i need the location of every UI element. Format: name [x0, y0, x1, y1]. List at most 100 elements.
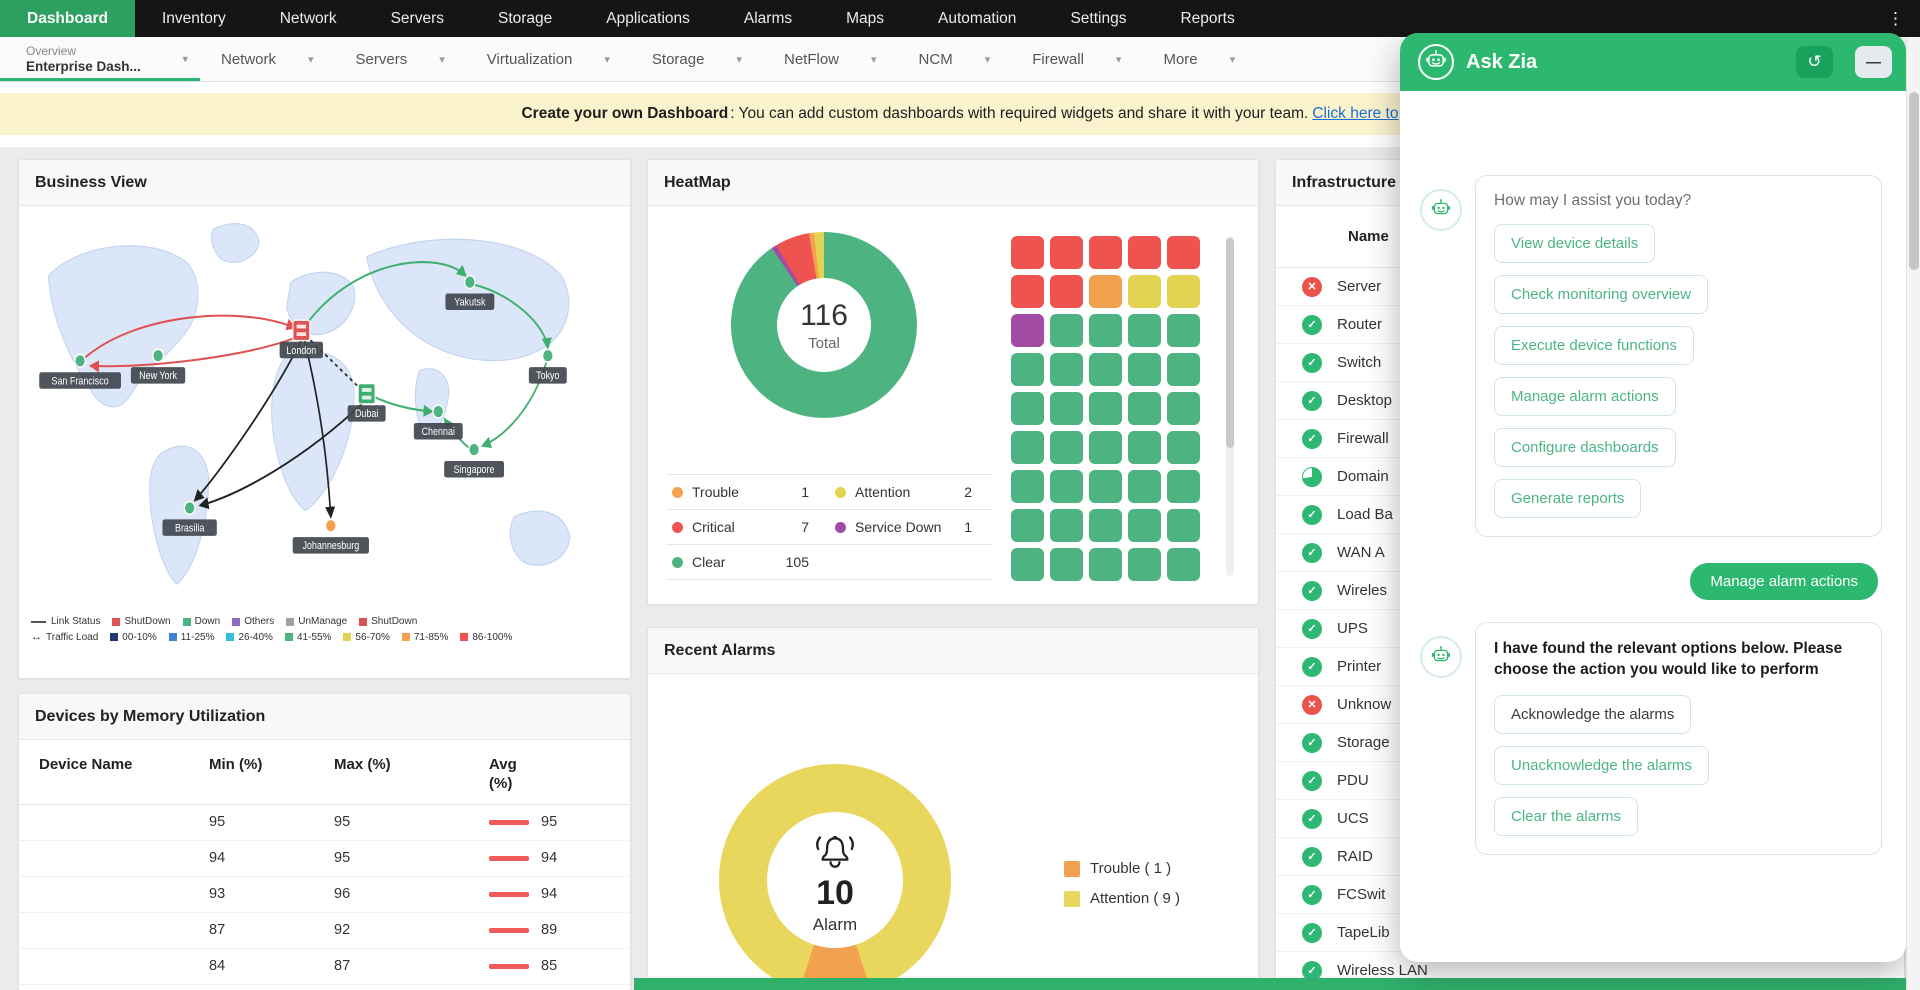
nav-item-storage[interactable]: Storage [471, 0, 579, 37]
map-node-tokyo[interactable]: Tokyo [529, 349, 567, 383]
heatmap-cell[interactable] [1128, 275, 1161, 308]
heatmap-cell[interactable] [1011, 314, 1044, 347]
heatmap-scrollbar[interactable] [1226, 236, 1234, 576]
heatmap-cell[interactable] [1011, 275, 1044, 308]
memory-table-row[interactable]: 959595 [19, 805, 630, 841]
chevron-down-icon[interactable]: ▾ [439, 53, 445, 66]
heatmap-cell[interactable] [1167, 470, 1200, 503]
heatmap-cell[interactable] [1011, 353, 1044, 386]
heatmap-cell[interactable] [1089, 275, 1122, 308]
heatmap-cell[interactable] [1167, 431, 1200, 464]
heatmap-donut-chart[interactable]: 116 Total [731, 232, 917, 418]
heatmap-scrollbar-thumb[interactable] [1226, 238, 1234, 448]
zia-minimize-button[interactable]: — [1855, 46, 1892, 78]
heatmap-cell[interactable] [1011, 470, 1044, 503]
heatmap-cell[interactable] [1011, 509, 1044, 542]
heatmap-cell[interactable] [1089, 392, 1122, 425]
page-scrollbar[interactable] [1906, 37, 1920, 990]
chevron-down-icon[interactable]: ▾ [604, 53, 610, 66]
tab-overview-enterprise-dashboard[interactable]: Overview Enterprise Dash... ▾ [0, 37, 200, 81]
heatmap-legend-critical[interactable]: Critical7 [666, 509, 829, 544]
nav-item-applications[interactable]: Applications [579, 0, 717, 37]
tab-netflow[interactable]: NetFlow▾ [784, 37, 877, 81]
memory-table-row[interactable]: 879289 [19, 913, 630, 949]
heatmap-cell[interactable] [1050, 236, 1083, 269]
recent-alarms-legend-attention-9[interactable]: Attention ( 9 ) [1064, 890, 1180, 907]
tab-firewall[interactable]: Firewall▾ [1032, 37, 1121, 81]
heatmap-cell[interactable] [1167, 314, 1200, 347]
nav-item-maps[interactable]: Maps [819, 0, 911, 37]
overflow-menu-icon[interactable]: ⋮ [1871, 0, 1920, 37]
nav-item-dashboard[interactable]: Dashboard [0, 0, 135, 37]
business-view-map[interactable]: San FranciscoNew YorkLondonDubaiYakutskT… [19, 206, 630, 612]
page-scrollbar-thumb[interactable] [1909, 92, 1919, 270]
tab-network[interactable]: Network▾ [221, 37, 314, 81]
memory-table-row[interactable]: 939694 [19, 877, 630, 913]
heatmap-cell[interactable] [1089, 236, 1122, 269]
memory-table-row[interactable]: 848785 [19, 949, 630, 985]
heatmap-cell[interactable] [1089, 431, 1122, 464]
heatmap-cell[interactable] [1011, 236, 1044, 269]
heatmap-legend-attention[interactable]: Attention2 [829, 474, 992, 509]
heatmap-cell[interactable] [1089, 509, 1122, 542]
heatmap-cell[interactable] [1050, 470, 1083, 503]
tab-storage[interactable]: Storage▾ [652, 37, 742, 81]
nav-item-alarms[interactable]: Alarms [717, 0, 819, 37]
heatmap-cell[interactable] [1167, 275, 1200, 308]
memory-table-row[interactable]: 949594 [19, 841, 630, 877]
tab-servers[interactable]: Servers▾ [356, 37, 445, 81]
heatmap-legend-trouble[interactable]: Trouble1 [666, 474, 829, 509]
recent-alarms-donut-chart[interactable]: 10 Alarm [719, 764, 951, 990]
heatmap-cell[interactable] [1128, 431, 1161, 464]
tab-virtualization[interactable]: Virtualization▾ [487, 37, 610, 81]
zia-suggestion-view-device-details[interactable]: View device details [1494, 224, 1655, 263]
heatmap-cell[interactable] [1167, 509, 1200, 542]
recent-alarms-legend-trouble-1[interactable]: Trouble ( 1 ) [1064, 860, 1180, 877]
map-node-singapore[interactable]: Singapore [444, 443, 504, 477]
heatmap-cell[interactable] [1128, 548, 1161, 581]
heatmap-cell[interactable] [1167, 392, 1200, 425]
heatmap-cell[interactable] [1128, 236, 1161, 269]
nav-item-network[interactable]: Network [253, 0, 364, 37]
banner-link[interactable]: Click here to [1312, 105, 1398, 123]
heatmap-cell[interactable] [1089, 314, 1122, 347]
chevron-down-icon[interactable]: ▾ [985, 53, 991, 66]
heatmap-cell[interactable] [1128, 470, 1161, 503]
heatmap-cell[interactable] [1128, 314, 1161, 347]
zia-user-message[interactable]: Manage alarm actions [1690, 563, 1878, 600]
heatmap-cell[interactable] [1050, 353, 1083, 386]
heatmap-cell[interactable] [1011, 548, 1044, 581]
nav-item-settings[interactable]: Settings [1043, 0, 1153, 37]
heatmap-cell[interactable] [1050, 431, 1083, 464]
zia-reset-button[interactable]: ↺ [1796, 46, 1833, 78]
map-node-johannesburg[interactable]: Johannesburg [293, 519, 369, 553]
chevron-down-icon[interactable]: ▾ [1230, 53, 1236, 66]
tab-ncm[interactable]: NCM▾ [919, 37, 991, 81]
heatmap-cell[interactable] [1128, 509, 1161, 542]
heatmap-legend-service-down[interactable]: Service Down1 [829, 509, 992, 544]
heatmap-cell[interactable] [1089, 353, 1122, 386]
nav-item-automation[interactable]: Automation [911, 0, 1043, 37]
chevron-down-icon[interactable]: ▾ [182, 53, 188, 66]
zia-suggestion-check-monitoring-overview[interactable]: Check monitoring overview [1494, 275, 1708, 314]
nav-item-reports[interactable]: Reports [1153, 0, 1261, 37]
heatmap-cell[interactable] [1128, 353, 1161, 386]
heatmap-cell[interactable] [1011, 431, 1044, 464]
heatmap-cell[interactable] [1089, 548, 1122, 581]
zia-suggestion-manage-alarm-actions[interactable]: Manage alarm actions [1494, 377, 1676, 416]
heatmap-cell[interactable] [1167, 548, 1200, 581]
heatmap-cell[interactable] [1050, 548, 1083, 581]
chevron-down-icon[interactable]: ▾ [308, 53, 314, 66]
heatmap-cell[interactable] [1089, 470, 1122, 503]
heatmap-cell[interactable] [1050, 314, 1083, 347]
heatmap-cell[interactable] [1050, 275, 1083, 308]
chevron-down-icon[interactable]: ▾ [1116, 53, 1122, 66]
heatmap-cell[interactable] [1167, 236, 1200, 269]
zia-action-unacknowledge-the-alarms[interactable]: Unacknowledge the alarms [1494, 746, 1709, 785]
chevron-down-icon[interactable]: ▾ [871, 53, 877, 66]
nav-item-servers[interactable]: Servers [364, 0, 471, 37]
zia-suggestion-configure-dashboards[interactable]: Configure dashboards [1494, 428, 1676, 467]
heatmap-cell[interactable] [1128, 392, 1161, 425]
heatmap-cell[interactable] [1050, 509, 1083, 542]
chevron-down-icon[interactable]: ▾ [736, 53, 742, 66]
